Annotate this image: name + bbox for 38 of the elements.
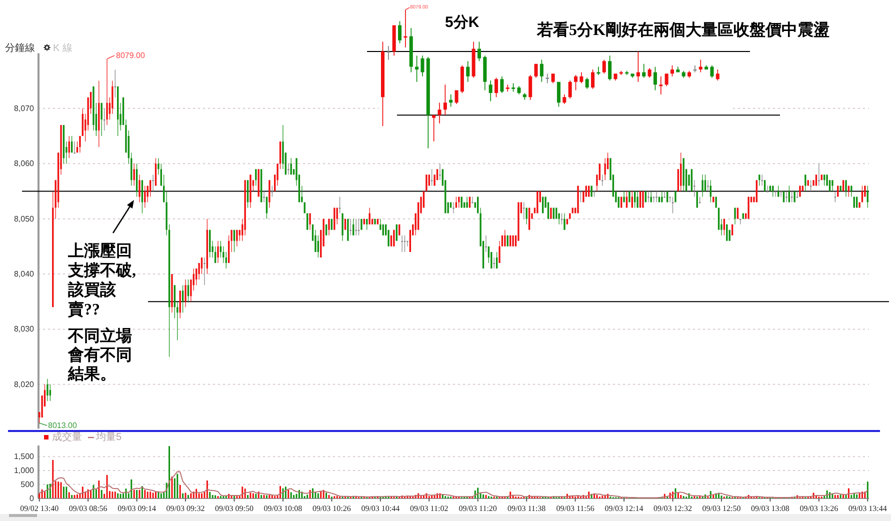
x-tick-label: 09/03 10:44: [361, 504, 400, 513]
y-tick-label: 500: [20, 480, 35, 489]
x-tick-label: 09/03 09:50: [215, 504, 254, 513]
x-tick-label: 09/03 11:02: [410, 504, 448, 513]
annotation: 8013.00: [48, 421, 78, 430]
y-tick-label: 1,000: [14, 466, 35, 476]
annotation: 不同立場會有不同結果。: [67, 326, 132, 383]
x-tick-label: 09/03 11:56: [556, 504, 594, 513]
y-tick-label: 8,070: [14, 104, 35, 113]
annotation: 上漲壓回支撐不破,該買該賣??: [67, 242, 136, 318]
chart-subtitle: K 線: [53, 43, 72, 54]
x-tick-label: 09/03 09:14: [118, 504, 156, 513]
x-tick-label: 09/03 12:14: [604, 504, 644, 513]
x-tick-label: 09/03 08:56: [68, 504, 108, 513]
x-tick-label: 09/03 12:32: [654, 504, 692, 513]
legend-label: 成交量: [52, 431, 82, 443]
y-tick-label: 1,500: [14, 452, 35, 462]
x-tick-label: 09/02 13:40: [20, 504, 59, 513]
x-tick-label: 09/03 12:50: [702, 504, 741, 513]
y-tick-label: 8,020: [14, 380, 35, 389]
x-tick-label: 09/03 10:26: [312, 504, 351, 513]
x-tick-label: 09/03 13:26: [800, 504, 838, 513]
legend-label: 均量5: [95, 431, 122, 443]
x-tick-label: 09/03 11:38: [508, 504, 546, 513]
chart-title: 分鐘線: [5, 42, 35, 54]
x-tick-label: 09/03 10:08: [264, 504, 302, 513]
annotation: 8079.00: [116, 51, 146, 60]
x-tick-label: 09/03 11:20: [458, 504, 497, 513]
y-tick-label: 0: [30, 494, 35, 503]
x-tick-label: 09/03 13:08: [750, 504, 790, 513]
y-tick-label: 8,050: [14, 214, 35, 224]
y-tick-label: 8,040: [14, 270, 35, 279]
x-tick-label: 09/03 09:32: [166, 504, 205, 513]
x-tick-label: 09/03 13:44: [848, 504, 887, 513]
annotation: 若看5分K剛好在兩個大量區收盤價中震盪: [536, 21, 830, 39]
chart-title: 5分K: [445, 14, 480, 31]
y-tick-label: 8,030: [14, 324, 35, 334]
y-tick-label: 8,060: [14, 159, 35, 168]
